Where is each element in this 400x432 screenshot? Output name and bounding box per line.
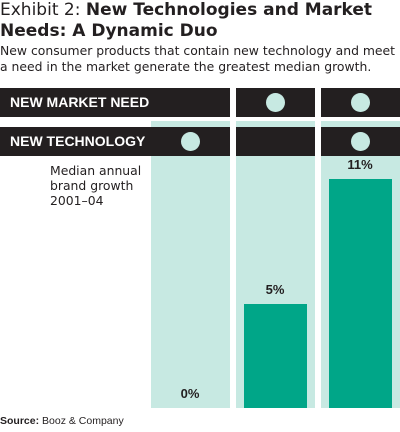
source-text: Booz & Company [42, 415, 124, 427]
title-text: New Technologies and Market Needs: A Dyn… [0, 0, 373, 41]
indicator-dot [351, 132, 370, 151]
chart-subtitle: New consumer products that contain new t… [0, 43, 396, 74]
category-column [151, 121, 230, 408]
value-bar [329, 178, 392, 408]
data-label: 5% [265, 281, 285, 297]
exhibit-number: Exhibit 2: [0, 0, 81, 20]
row-band-market-need: NEW MARKET NEED [0, 88, 230, 117]
source-label: Source: [0, 415, 40, 427]
row-band-segment [236, 127, 315, 156]
indicator-dot [181, 132, 200, 151]
y-axis-label: Median annual brand growth 2001–04 [50, 163, 142, 208]
indicator-dot [351, 93, 370, 112]
chart-title: Exhibit 2: New Technologies and Market N… [0, 0, 396, 42]
indicator-dot [266, 93, 285, 112]
source-note: Source: Booz & Company [0, 415, 124, 427]
row-label-technology: NEW TECHNOLOGY [10, 133, 146, 149]
value-bar [244, 303, 307, 408]
data-label: 0% [180, 386, 200, 401]
data-label: 11% [347, 156, 373, 172]
row-label-market-need: NEW MARKET NEED [10, 94, 150, 110]
